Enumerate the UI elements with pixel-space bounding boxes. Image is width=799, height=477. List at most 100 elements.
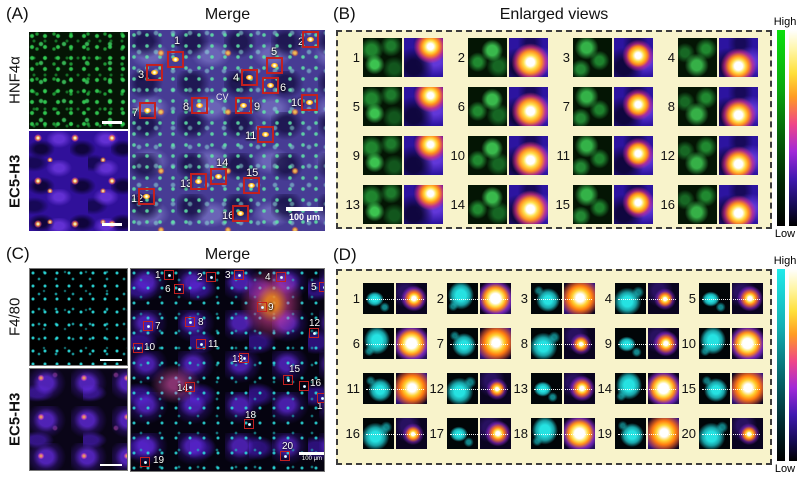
f480-tile-3: [531, 283, 562, 314]
enlarged-cell-b-3: 3: [554, 38, 659, 77]
enlarged-cell-b-16: 16: [659, 185, 764, 224]
roi-box-a-9: [235, 97, 252, 114]
f480-tile-12: [447, 373, 478, 404]
roi-box-c-4: [276, 272, 286, 282]
panel-a-merge-title: Merge: [204, 6, 251, 23]
roi-box-c-19: [140, 457, 150, 467]
enlarged-cell-d-14: 14: [596, 373, 680, 404]
enlarged-cell-d-5: 5: [680, 283, 764, 314]
cell-number-d-7: 7: [436, 336, 444, 351]
roi-number-c-5: 5: [311, 282, 317, 293]
roi-box-c-11: [196, 339, 206, 349]
enlarged-cell-d-17: 17: [428, 418, 512, 449]
image-pair-d-2: [447, 283, 511, 314]
roi-number-a-13: 13: [180, 178, 193, 190]
cell-number-b-10: 10: [450, 148, 465, 163]
roi-box-c-7: [143, 321, 153, 331]
enlarged-cell-d-7: 7: [428, 328, 512, 359]
ec5h3-tile-d-15: [732, 373, 763, 404]
cell-number-d-10: 10: [681, 336, 696, 351]
image-pair-d-14: [615, 373, 679, 404]
cell-number-d-18: 18: [513, 426, 528, 441]
roi-box-a-12: [138, 188, 155, 205]
roi-number-a-11: 11: [245, 130, 257, 142]
ec5h3-tile-d-16: [396, 418, 427, 449]
scale-bar: [100, 464, 122, 466]
roi-box-c-8: [185, 317, 195, 327]
ec5h3-tile-d-14: [648, 373, 679, 404]
roi-box-c-5: [319, 282, 324, 292]
enlarged-cell-b-9: 9: [344, 136, 449, 175]
colorbar-cyan: [777, 269, 785, 461]
roi-number-c-12: 12: [309, 318, 321, 329]
colorbar-low-label-d: Low: [774, 463, 796, 475]
ec5h3-tile-b-10: [509, 136, 548, 175]
enlarged-cell-d-4: 4: [596, 283, 680, 314]
enlarged-cell-b-6: 6: [449, 87, 554, 126]
hnf4a-tile-4: [678, 38, 717, 77]
hnf4a-tile-10: [468, 136, 507, 175]
enlarged-cell-d-6: 6: [344, 328, 428, 359]
f480-tile-18: [531, 418, 562, 449]
panel-b-title: Enlarged views: [499, 6, 609, 23]
image-pair-d-17: [447, 418, 511, 449]
f480-tile-16: [363, 418, 394, 449]
image-pair-d-3: [531, 283, 595, 314]
roi-box-a-3: [146, 64, 163, 81]
ec5h3-tile-d-9: [648, 328, 679, 359]
image-pair-d-9: [615, 328, 679, 359]
image-pair-d-20: [699, 418, 763, 449]
roi-number-a-15: 15: [246, 167, 259, 179]
f480-tile-1: [363, 283, 394, 314]
cell-number-d-15: 15: [681, 381, 696, 396]
ec5h3-tile-d-12: [480, 373, 511, 404]
roi-box-a-14: [210, 168, 227, 185]
ec5h3-tile-d-17: [480, 418, 511, 449]
scale-bar: [102, 121, 122, 124]
image-pair-d-11: [363, 373, 427, 404]
panel-c-row-label-f480: F4/80: [6, 297, 24, 337]
roi-box-c-14: [185, 382, 195, 392]
enlarged-cell-b-1: 1: [344, 38, 449, 77]
image-pair-b-4: [678, 38, 758, 77]
image-pair-b-11: [573, 136, 653, 175]
ec5h3-tile-b-7: [614, 87, 653, 126]
hnf4a-tile-13: [363, 185, 402, 224]
image-pair-b-16: [678, 185, 758, 224]
ec5h3-tile-d-11: [396, 373, 427, 404]
roi-box-a-11: [257, 126, 274, 143]
cell-number-d-13: 13: [513, 381, 528, 396]
cell-number-d-19: 19: [597, 426, 612, 441]
scale-bar-text: 100 μm: [288, 212, 321, 222]
panel-a-label: (A): [6, 4, 29, 23]
ec5h3-tile-b-8: [719, 87, 758, 126]
cell-number-d-20: 20: [681, 426, 696, 441]
colorbar-high-label-b: High: [773, 16, 797, 28]
roi-number-c-6: 6: [165, 284, 171, 295]
roi-number-c-7: 7: [155, 321, 161, 332]
roi-box-c-20: [280, 451, 290, 461]
scale-bar: [286, 207, 323, 211]
enlarged-cell-b-15: 15: [554, 185, 659, 224]
ec5h3-tile-d-5: [732, 283, 763, 314]
roi-number-c-1: 1: [155, 270, 161, 281]
hnf4a-tile-11: [573, 136, 612, 175]
ec5h3-tile-d-8: [564, 328, 595, 359]
roi-box-c-17: [317, 393, 324, 403]
cell-number-b-6: 6: [457, 99, 465, 114]
image-pair-b-5: [363, 87, 443, 126]
enlarged-cell-d-13: 13: [512, 373, 596, 404]
image-pair-d-18: [531, 418, 595, 449]
enlarged-cell-b-14: 14: [449, 185, 554, 224]
enlarged-cell-b-10: 10: [449, 136, 554, 175]
colorbar-low-label-b: Low: [774, 228, 796, 240]
image-pair-d-12: [447, 373, 511, 404]
ec5h3-tile-b-12: [719, 136, 758, 175]
roi-box-c-6: [174, 284, 184, 294]
roi-box-c-2: [206, 272, 216, 282]
hnf4a-tile-7: [573, 87, 612, 126]
cell-number-b-4: 4: [667, 50, 675, 65]
ec5h3-tile-d-19: [648, 418, 679, 449]
f480-tile-20: [699, 418, 730, 449]
